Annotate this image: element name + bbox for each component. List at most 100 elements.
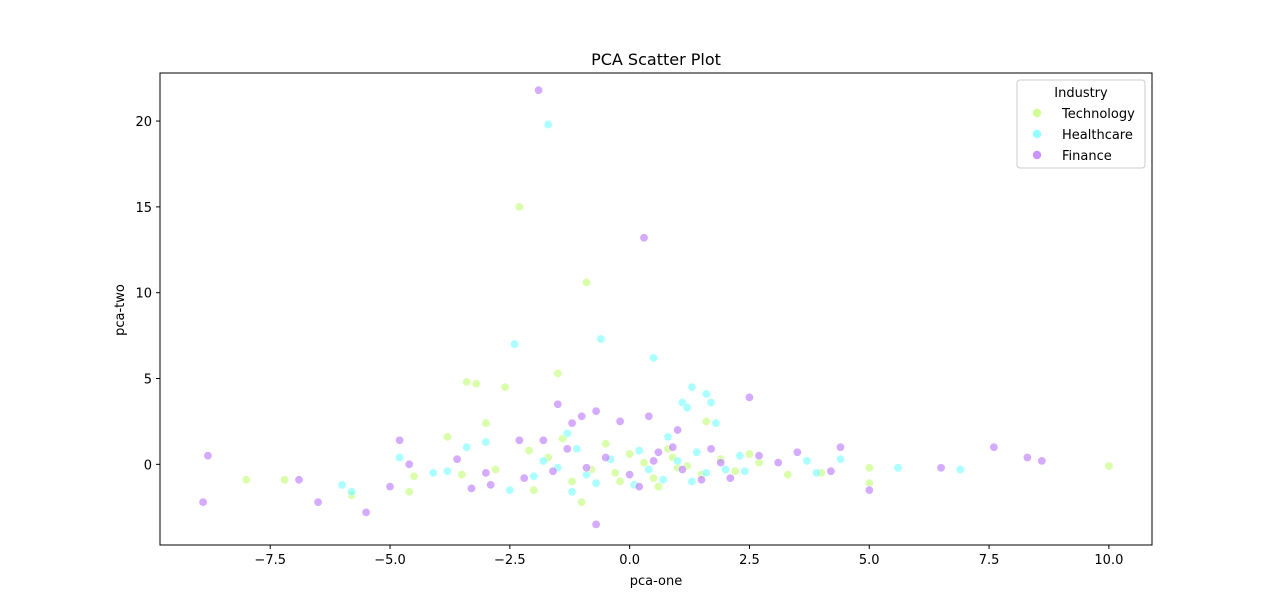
point-finance — [649, 456, 659, 466]
point-finance — [404, 459, 414, 469]
point-finance — [519, 473, 529, 483]
point-finance — [989, 442, 999, 452]
point-technology — [730, 466, 740, 476]
point-technology — [280, 475, 290, 485]
point-finance — [826, 466, 836, 476]
point-technology — [524, 446, 534, 456]
point-technology — [625, 449, 635, 459]
point-finance — [773, 458, 783, 468]
point-healthcare — [893, 463, 903, 473]
point-healthcare — [591, 478, 601, 488]
point-finance — [677, 464, 687, 474]
point-finance — [615, 416, 625, 426]
point-finance — [668, 442, 678, 452]
point-healthcare — [663, 432, 673, 442]
point-technology — [553, 368, 563, 378]
point-technology — [409, 471, 419, 481]
plot-area-frame — [159, 72, 1153, 546]
point-finance — [313, 497, 323, 507]
point-healthcare — [658, 475, 668, 485]
point-healthcare — [720, 464, 730, 474]
y-tick-label: 20 — [135, 115, 152, 130]
legend-title: Industry — [1054, 86, 1108, 101]
y-tick-label: 0 — [144, 458, 152, 473]
point-technology — [744, 449, 754, 459]
point-technology — [701, 416, 711, 426]
point-finance — [754, 451, 764, 461]
point-finance — [696, 475, 706, 485]
point-technology — [567, 476, 577, 486]
point-finance — [864, 485, 874, 495]
point-finance — [294, 475, 304, 485]
point-finance — [385, 482, 395, 492]
point-technology — [653, 482, 663, 492]
legend-label-healthcare: Healthcare — [1062, 128, 1133, 143]
legend: Industry Technology Healthcare Finance — [1016, 79, 1146, 169]
legend-label-technology: Technology — [1061, 107, 1135, 122]
y-axis-ticks: 0 5 10 15 20 — [135, 115, 160, 473]
point-healthcare — [955, 464, 965, 474]
point-healthcare — [567, 487, 577, 497]
point-technology — [462, 377, 472, 387]
point-finance — [486, 480, 496, 490]
point-technology — [783, 470, 793, 480]
y-tick-label: 5 — [144, 373, 152, 388]
point-technology — [649, 473, 659, 483]
point-healthcare — [442, 466, 452, 476]
point-finance — [1037, 456, 1047, 466]
point-healthcare — [543, 120, 553, 130]
point-technology — [404, 487, 414, 497]
point-healthcare — [735, 451, 745, 461]
point-finance — [534, 85, 544, 95]
point-technology — [471, 379, 481, 389]
point-finance — [553, 399, 563, 409]
point-healthcare — [428, 468, 438, 478]
point-technology — [639, 458, 649, 468]
point-finance — [591, 406, 601, 416]
point-technology — [615, 476, 625, 486]
y-tick-label: 10 — [135, 287, 152, 302]
point-finance — [361, 507, 371, 517]
point-finance — [548, 466, 558, 476]
point-finance — [395, 435, 405, 445]
point-finance — [567, 418, 577, 428]
point-finance — [716, 458, 726, 468]
point-finance — [639, 233, 649, 243]
x-tick-label: −2.5 — [494, 553, 526, 568]
point-finance — [1022, 452, 1032, 462]
point-healthcare — [572, 444, 582, 454]
x-tick-label: 10.0 — [1094, 553, 1123, 568]
y-tick-label: 15 — [135, 201, 152, 216]
point-healthcare — [701, 389, 711, 399]
point-technology — [442, 432, 452, 442]
legend-label-finance: Finance — [1062, 149, 1112, 164]
point-healthcare — [634, 446, 644, 456]
point-healthcare — [687, 476, 697, 486]
point-finance — [936, 463, 946, 473]
point-healthcare — [505, 485, 515, 495]
point-healthcare — [644, 464, 654, 474]
point-finance — [198, 497, 208, 507]
point-technology — [1104, 461, 1114, 471]
point-technology — [241, 475, 251, 485]
point-finance — [792, 447, 802, 457]
point-technology — [529, 485, 539, 495]
point-healthcare — [740, 466, 750, 476]
point-finance — [653, 447, 663, 457]
point-finance — [744, 392, 754, 402]
point-healthcare — [538, 456, 548, 466]
point-technology — [490, 464, 500, 474]
point-finance — [591, 519, 601, 529]
point-healthcare — [337, 480, 347, 490]
x-axis-label: pca-one — [630, 574, 683, 589]
legend-marker-technology — [1032, 108, 1042, 118]
point-finance — [673, 425, 683, 435]
point-technology — [601, 439, 611, 449]
x-tick-label: 2.5 — [739, 553, 760, 568]
x-tick-label: 0.0 — [619, 553, 640, 568]
x-tick-label: −5.0 — [374, 553, 406, 568]
point-finance — [601, 452, 611, 462]
legend-marker-healthcare — [1032, 129, 1042, 139]
point-finance — [835, 442, 845, 452]
